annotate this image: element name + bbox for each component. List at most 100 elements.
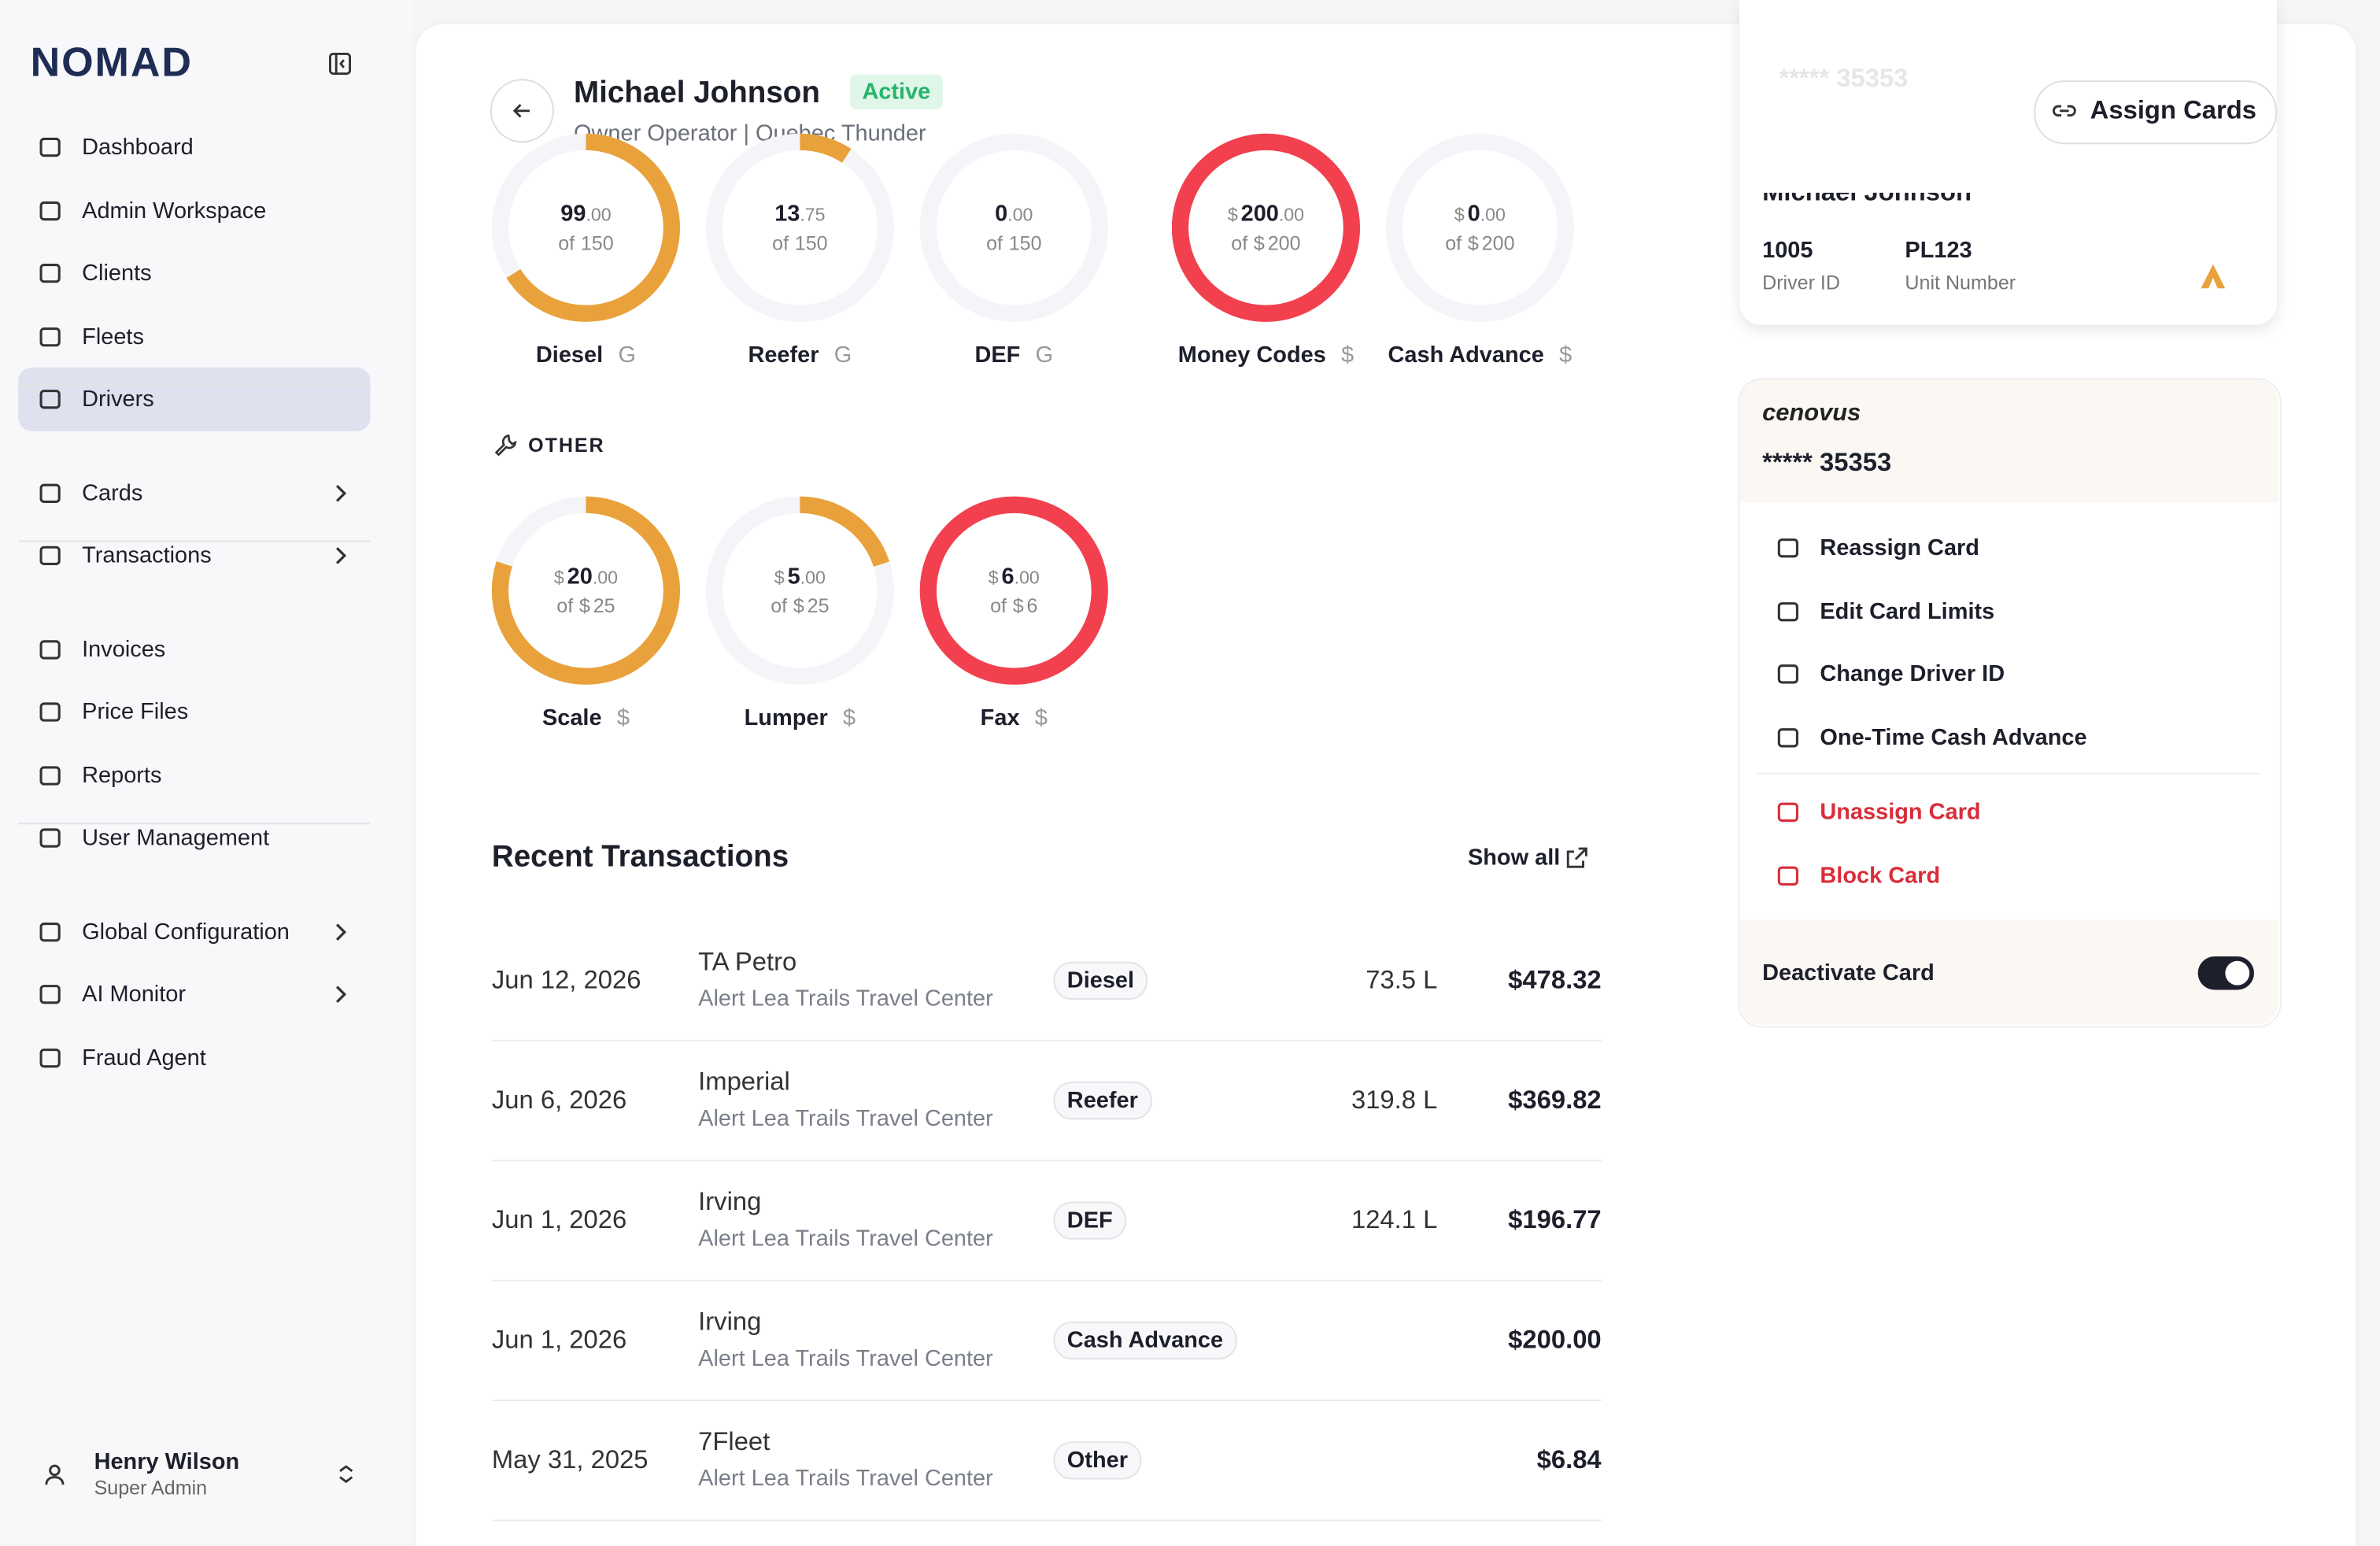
nav-item[interactable]: Reports [82, 762, 162, 788]
nav-item[interactable]: Cards [82, 479, 143, 506]
gauge-arc [491, 133, 681, 322]
limit-name: Reefer [748, 342, 819, 368]
subtitle: Owner Operator | Quebec Thunder [574, 120, 926, 147]
currency: $ [1227, 204, 1238, 226]
icon [39, 200, 61, 220]
brand: cenovus [1762, 401, 1861, 427]
max-part: of [990, 594, 1007, 617]
user-role: Super Admin [94, 1476, 208, 1500]
icon [1777, 865, 1799, 885]
value-label: 0.00 [995, 201, 1033, 227]
limit-unit: $ [616, 705, 630, 731]
icon [339, 1465, 353, 1484]
max-part: 150 [1008, 231, 1042, 255]
merchant: Irving [698, 1187, 762, 1216]
nav-item[interactable]: Fleets [82, 323, 144, 350]
category-badge: Reefer [1053, 1082, 1152, 1120]
deactivate-label: Deactivate Card [1762, 960, 1935, 986]
menu-action[interactable]: One-Time Cash Advance [1820, 723, 2087, 750]
section-title: OTHER [528, 433, 605, 457]
gauge-max: of 150 [772, 231, 827, 254]
nav-item[interactable]: Global Configuration [82, 918, 290, 945]
gauge [491, 496, 681, 685]
location: Alert Lea Trails Travel Center [698, 1466, 993, 1492]
divider [18, 539, 371, 542]
max-part: 200 [1267, 231, 1301, 255]
max-part: $ [1467, 231, 1479, 255]
value-label: 5.00 [787, 564, 826, 590]
gauge-arc [919, 496, 1108, 685]
nav-item[interactable]: Transactions [82, 542, 212, 569]
sidebar [0, 0, 413, 1546]
currency: $ [1454, 204, 1465, 226]
menu-action[interactable]: Reassign Card [1820, 534, 1979, 561]
location: Alert Lea Trails Travel Center [698, 1105, 993, 1132]
limit-name: Diesel [535, 342, 604, 368]
icon [1777, 802, 1799, 822]
gauge-arc [705, 496, 894, 685]
gauge [705, 133, 894, 322]
icon [39, 483, 61, 502]
nav-item[interactable]: Invoices [82, 636, 166, 662]
logo: NOMAD [30, 39, 193, 86]
gauge-max: of $200 [1445, 231, 1514, 254]
active-highlight [18, 367, 371, 431]
category-badge: Cash Advance [1053, 1321, 1237, 1360]
location: Alert Lea Trails Travel Center [698, 1345, 993, 1372]
location: Alert Lea Trails Travel Center [698, 986, 993, 1012]
danger-action[interactable]: Unassign Card [1820, 799, 1981, 826]
gauge-max: of 150 [986, 231, 1041, 254]
gauge [491, 133, 681, 322]
nav-item[interactable]: Admin Workspace [82, 197, 267, 224]
max-part: $ [578, 594, 590, 617]
icon [39, 1048, 61, 1067]
card-name: Michael Johnson [1762, 193, 1972, 208]
icon [1777, 664, 1799, 684]
icon [335, 484, 347, 501]
nav-item[interactable]: AI Monitor [82, 981, 186, 1008]
icon [512, 104, 530, 118]
transactions-title: Recent Transactions [491, 840, 789, 874]
nav-item[interactable]: Clients [82, 260, 152, 287]
nav-item[interactable]: User Management [82, 825, 270, 851]
gauge-label: Diesel G [536, 342, 636, 368]
menu-action[interactable]: Change Driver ID [1820, 660, 2005, 687]
date: Jun 1, 2026 [491, 1325, 627, 1355]
max-part: of [986, 231, 1003, 255]
status-badge: Active [850, 74, 943, 109]
currency: $ [774, 567, 785, 589]
nav-item[interactable]: Fraud Agent [82, 1044, 206, 1071]
limit-unit: G [833, 342, 852, 368]
show-all[interactable]: Show all [1467, 845, 1561, 871]
assign-label[interactable]: Assign Cards [2090, 95, 2257, 125]
row-divider [491, 1519, 1602, 1522]
gauge-arc [491, 496, 681, 685]
max-part: 150 [794, 231, 828, 255]
nav-item[interactable]: Price Files [82, 699, 189, 725]
menu-action[interactable]: Edit Card Limits [1820, 597, 1995, 624]
icon [1777, 727, 1799, 747]
icon [39, 327, 61, 346]
danger-action[interactable]: Block Card [1820, 862, 1941, 889]
amount: $478.32 [1508, 965, 1602, 995]
gauge-value: 0.00 [995, 202, 1033, 227]
nav-item[interactable]: Dashboard [82, 134, 194, 161]
gauge-track [705, 133, 894, 322]
driver-id: 1005 [1762, 237, 1813, 264]
icon [39, 137, 61, 157]
max-part: $ [1253, 231, 1265, 255]
nav-item[interactable]: Drivers [82, 386, 154, 412]
gauge-value: 99.00 [560, 202, 611, 227]
row-divider [491, 1279, 1602, 1282]
icon [2201, 264, 2226, 289]
menu-divider [1756, 772, 2260, 775]
limit-unit: $ [1034, 705, 1048, 731]
max-part: of [1231, 231, 1248, 255]
icon [2052, 105, 2076, 117]
amount: $196.77 [1508, 1205, 1602, 1234]
toggle-knob [2225, 960, 2250, 986]
date: May 31, 2025 [491, 1445, 649, 1474]
limit-name: Cash Advance [1388, 342, 1544, 368]
